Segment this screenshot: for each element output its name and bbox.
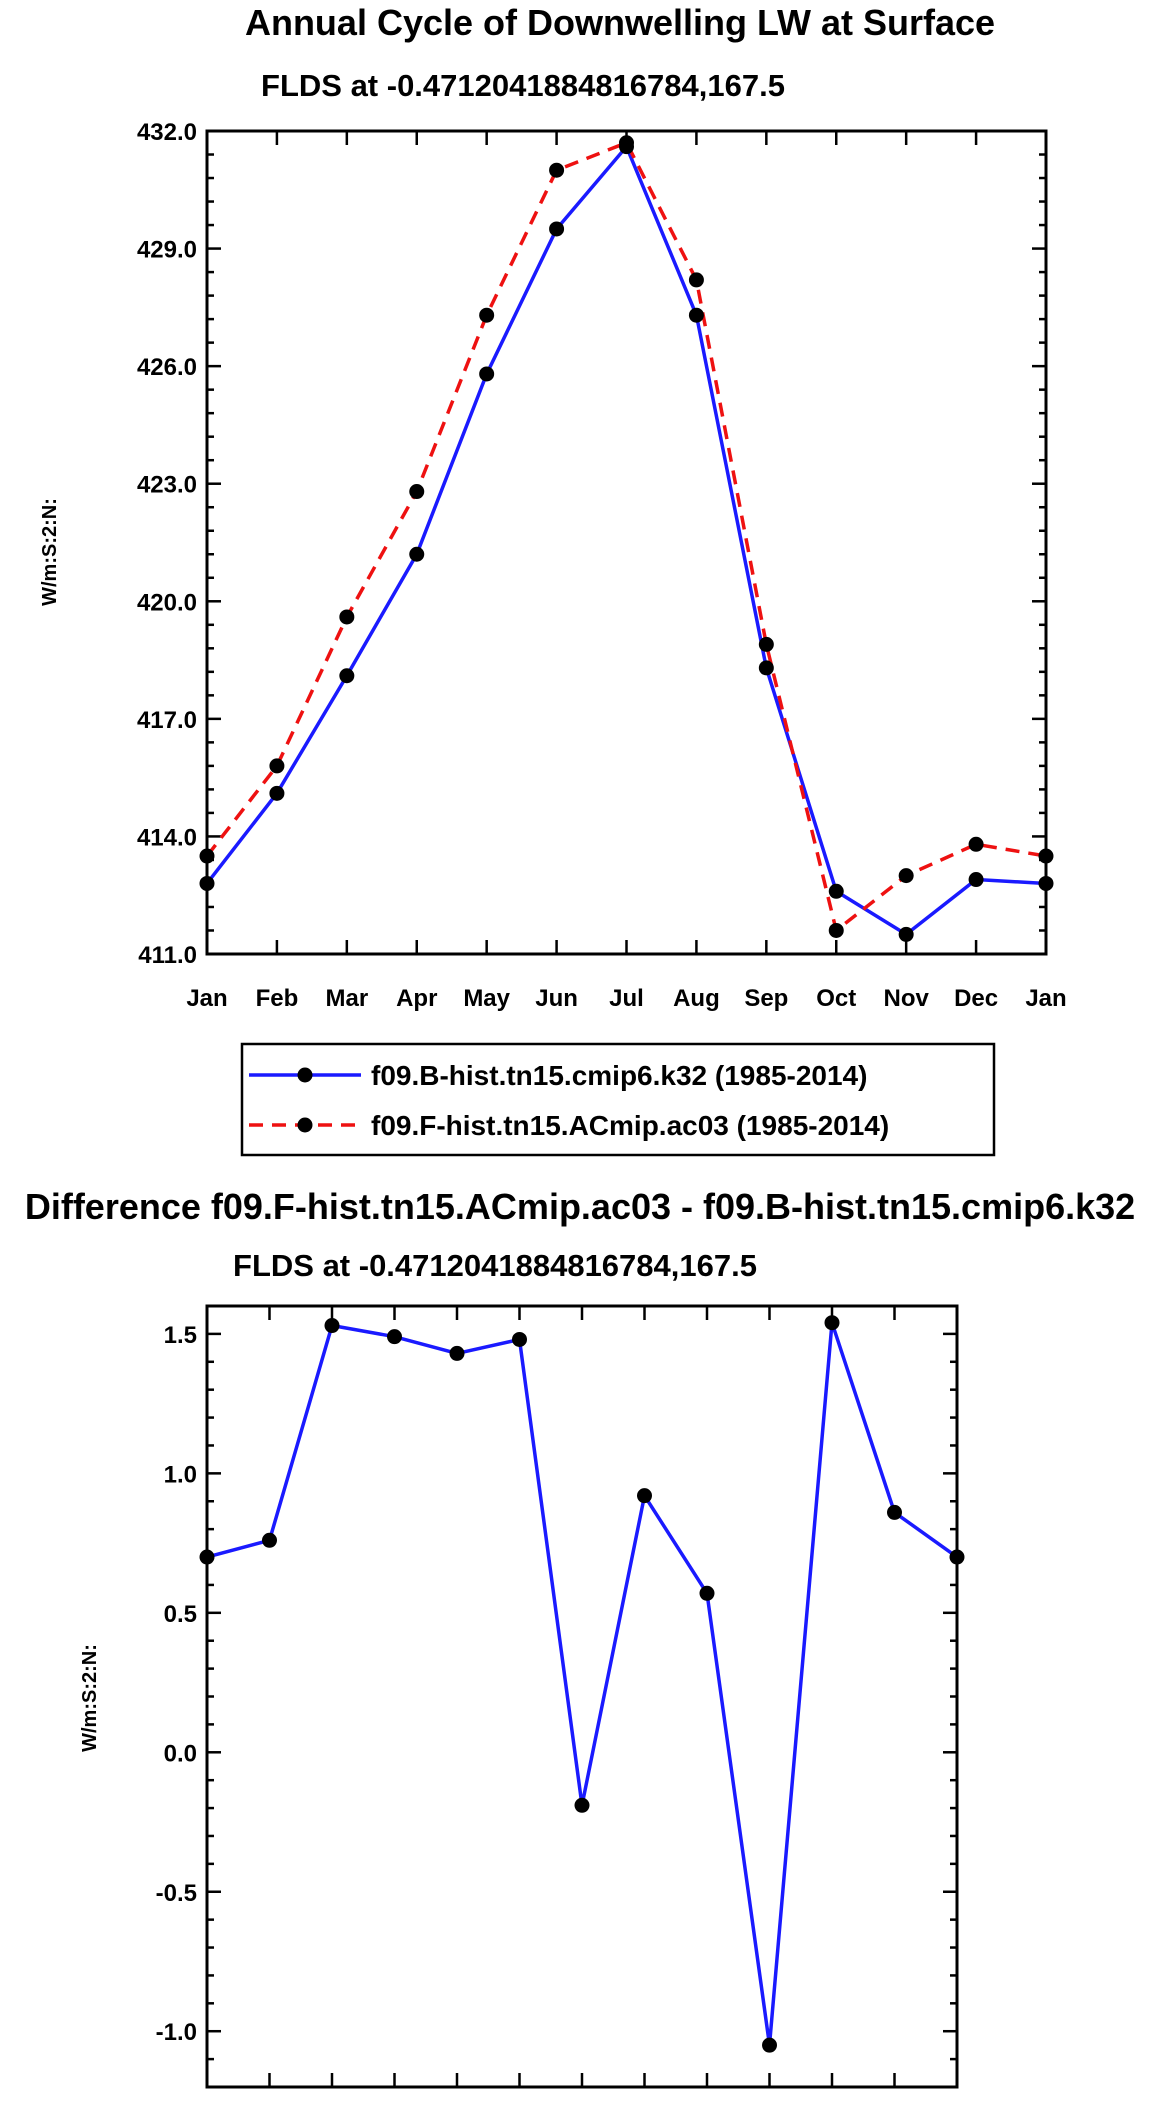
top-series-2-point xyxy=(968,836,984,852)
bottom-series-1-point xyxy=(762,2037,777,2053)
top-series-2-point xyxy=(409,484,425,500)
top-ytick-label: 429.0 xyxy=(137,237,197,264)
top-ytick-label: 414.0 xyxy=(137,824,197,851)
bottom-series-1-point xyxy=(199,1549,215,1565)
top-series-2-point xyxy=(549,162,565,178)
top-series-2-point xyxy=(828,922,844,938)
bottom-chart-ylabel: W/m:S:2:N: xyxy=(79,1644,101,1752)
bottom-series-1-point xyxy=(824,1315,840,1331)
bottom-series-1-point xyxy=(699,1585,715,1601)
top-xtick-label: Oct xyxy=(816,985,856,1012)
top-series-1-point xyxy=(968,872,984,888)
bottom-ytick-label: -1.0 xyxy=(156,2019,197,2046)
top-series-2-point xyxy=(758,636,774,652)
top-xtick-label: Dec xyxy=(954,985,998,1012)
top-series-2-point xyxy=(619,135,634,151)
top-series-2-point xyxy=(688,272,704,288)
bottom-chart: JanFebMarAprMayJunJulAugSepOctNovDecJan1… xyxy=(156,1304,965,2089)
top-xtick-label: Sep xyxy=(744,985,788,1012)
top-ytick-label: 417.0 xyxy=(137,707,197,734)
top-series-2-point xyxy=(898,868,914,884)
top-chart-ylabel: W/m:S:2:N: xyxy=(39,498,61,606)
legend-marker-series-2 xyxy=(297,1117,313,1133)
bottom-ytick-label: 0.0 xyxy=(164,1740,197,1767)
top-chart-subtitle: FLDS at -0.4712041884816784,167.5 xyxy=(261,68,785,103)
legend-label-series-1: f09.B-hist.tn15.cmip6.k32 (1985-2014) xyxy=(371,1060,867,1091)
top-series-1-point xyxy=(339,668,355,684)
top-xtick-label: Nov xyxy=(883,985,929,1012)
top-ytick-label: 426.0 xyxy=(137,354,197,381)
bottom-ytick-label: -0.5 xyxy=(156,1880,197,1907)
top-ytick-label: 423.0 xyxy=(137,472,197,499)
bottom-series-1-point xyxy=(324,1318,340,1334)
top-series-1-point xyxy=(199,875,215,891)
top-chart: Jan Feb Mar Apr May Jun Jul Aug Sep Oct Nov Dec Jan 4… xyxy=(137,119,1067,1012)
legend-label-series-2: f09.F-hist.tn15.ACmip.ac03 (1985-2014) xyxy=(371,1110,889,1141)
top-series-2-point xyxy=(1038,848,1054,864)
top-series-2-point xyxy=(269,758,285,774)
legend: f09.B-hist.tn15.cmip6.k32 (1985-2014) f0… xyxy=(240,1042,996,1157)
bottom-series-1-point xyxy=(449,1345,465,1361)
top-series-1-point xyxy=(828,883,844,899)
top-series-1-point xyxy=(269,785,285,801)
bottom-series-1-point xyxy=(637,1488,652,1504)
top-xtick-label: Mar xyxy=(325,985,368,1012)
legend-marker-series-1 xyxy=(297,1067,313,1083)
top-xtick-label: Jun xyxy=(535,985,578,1012)
top-series-2-point xyxy=(479,307,495,323)
bottom-plot-frame xyxy=(205,1304,959,2089)
top-series-1-point xyxy=(898,926,914,942)
bottom-series-1-point xyxy=(512,1331,527,1347)
top-series-2-point xyxy=(339,609,355,625)
top-xtick-label: Jan xyxy=(186,985,227,1012)
bottom-series-1-point xyxy=(887,1504,902,1520)
top-series-1-point xyxy=(1038,875,1054,891)
top-xtick-label: Apr xyxy=(396,985,437,1012)
top-xtick-label: Feb xyxy=(256,985,299,1012)
top-series-line-2 xyxy=(205,141,1047,933)
top-ytick-label: 432.0 xyxy=(137,119,197,146)
top-series-1-point xyxy=(758,660,774,676)
top-plot-frame xyxy=(205,129,1048,956)
bottom-series-1-point xyxy=(262,1532,277,1548)
bottom-ytick-label: 1.5 xyxy=(164,1322,197,1349)
bottom-series-line-1 xyxy=(206,1320,959,2047)
top-series-1-point xyxy=(409,546,425,562)
bottom-series-1-point xyxy=(949,1549,965,1565)
bottom-series-1-point xyxy=(387,1329,402,1345)
bottom-chart-subtitle: FLDS at -0.4712041884816784,167.5 xyxy=(233,1248,757,1283)
top-ytick-label: 411.0 xyxy=(138,942,197,969)
top-xtick-label: Jul xyxy=(609,985,644,1012)
bottom-series-1-point xyxy=(574,1797,590,1813)
top-xtick-label: Jan xyxy=(1025,985,1066,1012)
top-series-1-point xyxy=(549,221,565,237)
top-series-line-1 xyxy=(205,144,1047,937)
top-series-1-point xyxy=(688,307,704,323)
bottom-ytick-label: 0.5 xyxy=(164,1601,197,1628)
bottom-chart-title: Difference f09.F-hist.tn15.ACmip.ac03 - … xyxy=(25,1186,1135,1227)
top-series-2-point xyxy=(199,848,215,864)
legend-box xyxy=(240,1042,996,1157)
bottom-ytick-label: 1.0 xyxy=(164,1461,197,1488)
top-ytick-label: 420.0 xyxy=(137,589,197,616)
top-chart-title: Annual Cycle of Downwelling LW at Surfac… xyxy=(245,2,995,43)
top-series-1-point xyxy=(479,366,495,382)
top-xtick-label: May xyxy=(463,985,510,1012)
top-xtick-label: Aug xyxy=(673,985,720,1012)
